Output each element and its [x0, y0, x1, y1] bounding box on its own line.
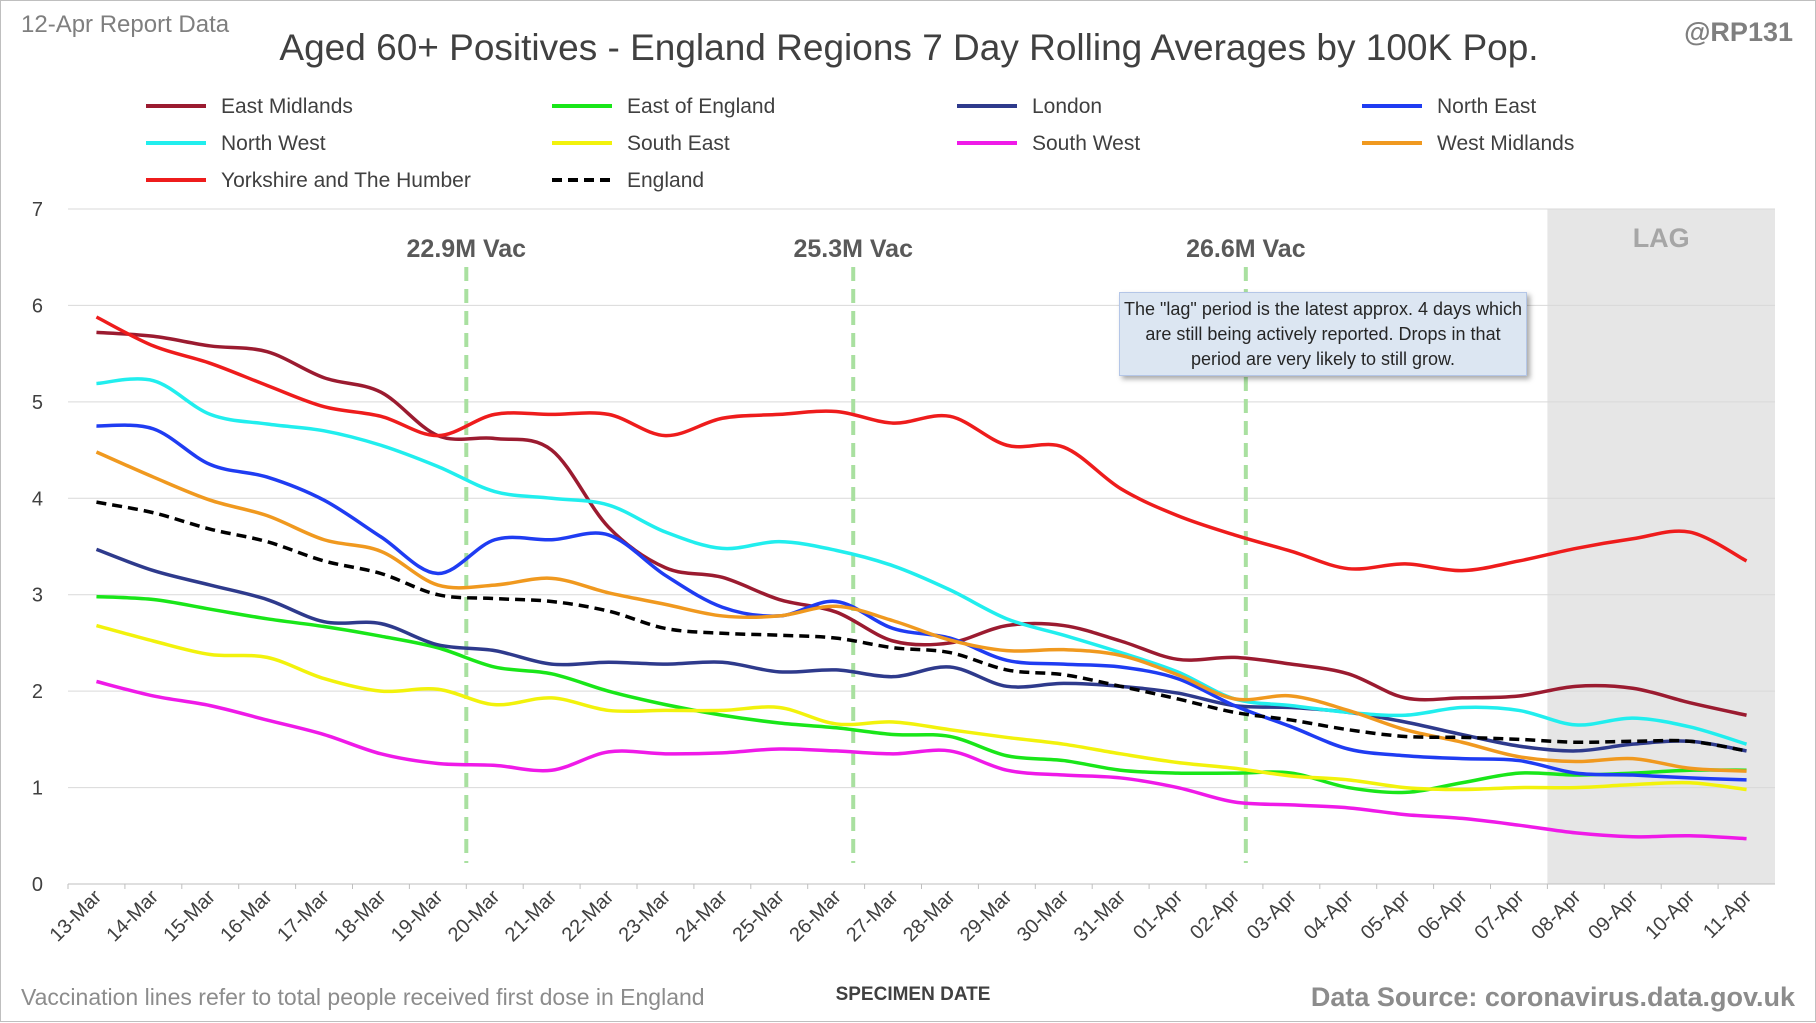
- vaccination-label: 25.3M Vac: [793, 235, 913, 263]
- x-tick-label: 28-Mar: [899, 886, 960, 947]
- x-tick-label: 02-Apr: [1186, 886, 1244, 944]
- x-tick-label: 05-Apr: [1357, 886, 1415, 944]
- series-line-west-midlands: [95, 450, 1747, 773]
- series-line-east-midlands: [96, 330, 1747, 717]
- y-tick-label: 0: [32, 874, 43, 896]
- series-line-north-west: [96, 377, 1748, 746]
- legend-label-north-west: North West: [221, 132, 326, 155]
- x-tick-label: 23-Mar: [615, 886, 676, 947]
- legend-label-south-east: South East: [627, 132, 730, 155]
- y-tick-label: 4: [32, 488, 43, 510]
- x-tick-label: 24-Mar: [672, 886, 733, 947]
- chart-title: Aged 60+ Positives - England Regions 7 D…: [279, 27, 1539, 68]
- x-tick-label: 31-Mar: [1070, 886, 1131, 947]
- series-line-east-of-england: [96, 594, 1747, 795]
- x-tick-label: 14-Mar: [103, 886, 164, 947]
- lag-annotation: The "lag" period is the latest approx. 4…: [1119, 292, 1527, 376]
- series-line-south-east: [95, 623, 1747, 792]
- vaccination-footnote: Vaccination lines refer to total people …: [21, 984, 705, 1010]
- data-source: Data Source: coronavirus.data.gov.uk: [1310, 982, 1795, 1012]
- legend-label-east-midlands: East Midlands: [221, 95, 353, 118]
- series-line-england: [96, 500, 1747, 753]
- x-tick-label: 03-Apr: [1243, 886, 1301, 944]
- legend-label-north-east: North East: [1437, 95, 1536, 118]
- report-date-label: 12-Apr Report Data: [21, 11, 230, 38]
- author-handle: @RP131: [1684, 17, 1793, 47]
- x-tick-label: 17-Mar: [273, 886, 334, 947]
- y-tick-label: 3: [32, 585, 43, 607]
- x-tick-label: 20-Mar: [444, 886, 505, 947]
- x-tick-label: 30-Mar: [1013, 886, 1074, 947]
- x-tick-label: 29-Mar: [956, 886, 1017, 947]
- x-tick-label: 26-Mar: [785, 886, 846, 947]
- legend-label-south-west: South West: [1032, 132, 1140, 155]
- y-tick-label: 1: [32, 778, 43, 800]
- x-tick-label: 04-Apr: [1300, 886, 1358, 944]
- vaccination-label: 22.9M Vac: [407, 235, 527, 263]
- legend-label-east-of-england: East of England: [627, 95, 775, 118]
- series-line-london: [95, 547, 1747, 753]
- x-tick-label: 11-Apr: [1699, 886, 1756, 943]
- y-tick-label: 5: [32, 392, 43, 414]
- x-tick-label: 19-Mar: [387, 886, 448, 947]
- legend-label-yorkshire-and-the-humber: Yorkshire and The Humber: [221, 169, 471, 192]
- y-tick-label: 2: [32, 681, 43, 703]
- legend-label-west-midlands: West Midlands: [1437, 132, 1574, 155]
- series-line-yorkshire-and-the-humber: [95, 315, 1748, 573]
- x-tick-label: 06-Apr: [1414, 886, 1472, 944]
- series-line-north-east: [96, 423, 1747, 782]
- x-tick-label: 18-Mar: [330, 886, 391, 947]
- lag-label: LAG: [1633, 223, 1690, 253]
- x-tick-label: 22-Mar: [558, 886, 619, 947]
- x-tick-label: 25-Mar: [728, 886, 789, 947]
- x-tick-label: 09-Apr: [1584, 886, 1642, 944]
- x-tick-label: 21-Mar: [501, 886, 562, 947]
- legend-label-london: London: [1032, 95, 1102, 118]
- legend-label-england: England: [627, 169, 704, 192]
- x-tick-label: 10-Apr: [1641, 886, 1699, 944]
- x-tick-label: 27-Mar: [842, 886, 903, 947]
- x-axis-title: SPECIMEN DATE: [836, 984, 991, 1005]
- y-tick-label: 6: [32, 295, 43, 317]
- x-tick-label: 01-Apr: [1129, 886, 1187, 944]
- x-tick-label: 07-Apr: [1470, 886, 1528, 944]
- x-tick-label: 13-Mar: [46, 886, 107, 947]
- series-line-south-west: [96, 679, 1747, 841]
- x-tick-label: 08-Apr: [1527, 886, 1585, 944]
- x-tick-label: 16-Mar: [216, 886, 277, 947]
- x-tick-label: 15-Mar: [159, 886, 220, 947]
- y-tick-label: 7: [32, 199, 43, 221]
- vaccination-label: 26.6M Vac: [1186, 235, 1306, 263]
